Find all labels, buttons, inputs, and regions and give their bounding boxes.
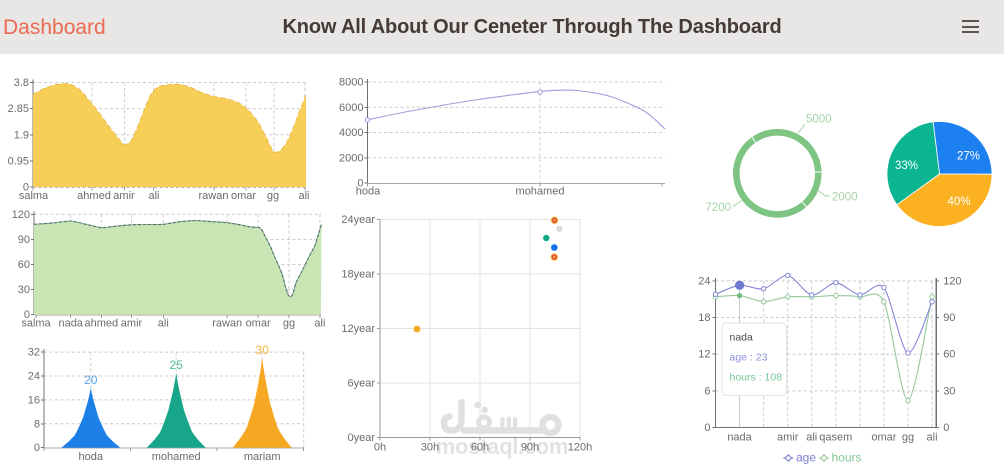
svg-text:2000: 2000 [832, 192, 858, 204]
svg-text:30h: 30h [421, 442, 439, 454]
svg-text:0h: 0h [374, 442, 386, 454]
svg-text:ali: ali [148, 190, 159, 202]
svg-text:hours: hours [832, 451, 862, 465]
svg-text:30: 30 [256, 343, 270, 357]
svg-text:nada: nada [58, 318, 83, 330]
svg-text:ahmed: ahmed [84, 318, 118, 330]
svg-text:0: 0 [943, 422, 949, 434]
svg-text:hoda: hoda [79, 451, 104, 463]
svg-text:90: 90 [943, 312, 955, 324]
svg-text:0: 0 [357, 178, 363, 190]
svg-text:hoda: hoda [356, 186, 381, 198]
svg-text:16: 16 [28, 394, 40, 406]
svg-text:8: 8 [34, 418, 40, 430]
svg-text:30: 30 [943, 385, 955, 397]
svg-text:ali: ali [314, 318, 325, 330]
svg-text:ahmed: ahmed [77, 190, 111, 202]
svg-text:mohamed: mohamed [152, 451, 201, 463]
svg-text:rawan: rawan [212, 318, 242, 330]
svg-text:18year: 18year [341, 268, 375, 280]
svg-text:120h: 120h [568, 442, 592, 454]
svg-text:40%: 40% [947, 196, 970, 208]
svg-text:24: 24 [28, 371, 40, 383]
svg-text:1.9: 1.9 [14, 129, 29, 141]
svg-text:0: 0 [23, 182, 29, 194]
svg-text:60h: 60h [471, 442, 489, 454]
svg-text:nada: nada [727, 432, 752, 444]
svg-text:omar: omar [231, 190, 256, 202]
svg-text:ali: ali [158, 318, 169, 330]
svg-text:omar: omar [871, 432, 896, 444]
svg-text:0: 0 [24, 309, 30, 321]
svg-text:mariam: mariam [244, 451, 281, 463]
svg-text:mohamed: mohamed [516, 186, 565, 198]
svg-text:32: 32 [28, 347, 40, 359]
svg-text:30: 30 [18, 284, 30, 296]
svg-text:12: 12 [698, 349, 710, 361]
svg-text:qasem: qasem [819, 432, 852, 444]
svg-text:2000: 2000 [339, 152, 363, 164]
svg-text:age: age [796, 451, 816, 465]
svg-text:8000: 8000 [339, 77, 363, 89]
svg-text:90h: 90h [521, 442, 539, 454]
svg-text:33%: 33% [895, 160, 918, 172]
svg-text:4000: 4000 [339, 127, 363, 139]
svg-text:omar: omar [246, 318, 271, 330]
svg-text:nada: nada [730, 332, 754, 344]
svg-text:60: 60 [943, 349, 955, 361]
svg-text:120: 120 [12, 209, 30, 221]
svg-text:salma: salma [21, 318, 51, 330]
svg-text:0: 0 [704, 422, 710, 434]
svg-text:120: 120 [943, 275, 961, 287]
svg-text:amir: amir [113, 190, 135, 202]
svg-text:ali: ali [298, 190, 309, 202]
svg-text:2.85: 2.85 [8, 103, 29, 115]
svg-text:6: 6 [704, 385, 710, 397]
svg-text:3.8: 3.8 [14, 77, 29, 89]
svg-text:20: 20 [84, 373, 98, 387]
svg-text:0: 0 [34, 442, 40, 454]
svg-text:age : 23: age : 23 [730, 352, 768, 364]
svg-text:ali: ali [927, 432, 938, 444]
svg-text:gg: gg [267, 190, 279, 202]
svg-text:salma: salma [19, 190, 49, 202]
svg-text:12year: 12year [341, 323, 375, 335]
svg-text:25: 25 [170, 358, 184, 372]
svg-text:gg: gg [283, 318, 295, 330]
svg-text:6year: 6year [347, 377, 375, 389]
svg-text:mostaql.com: mostaql.com [436, 434, 568, 459]
svg-text:7200: 7200 [705, 202, 731, 214]
svg-text:90: 90 [18, 234, 30, 246]
svg-text:amir: amir [777, 432, 799, 444]
svg-text:18: 18 [698, 312, 710, 324]
svg-text:rawan: rawan [199, 190, 229, 202]
svg-text:0year: 0year [347, 432, 375, 444]
svg-text:gg: gg [902, 432, 914, 444]
svg-text:24year: 24year [341, 214, 375, 226]
svg-text:5000: 5000 [806, 114, 832, 126]
svg-text:amir: amir [121, 318, 143, 330]
svg-text:60: 60 [18, 259, 30, 271]
svg-text:hours : 108: hours : 108 [730, 372, 783, 384]
svg-text:27%: 27% [957, 151, 980, 163]
svg-text:0.95: 0.95 [8, 155, 29, 167]
svg-text:24: 24 [698, 275, 710, 287]
svg-text:ali: ali [806, 432, 817, 444]
svg-text:6000: 6000 [339, 102, 363, 114]
